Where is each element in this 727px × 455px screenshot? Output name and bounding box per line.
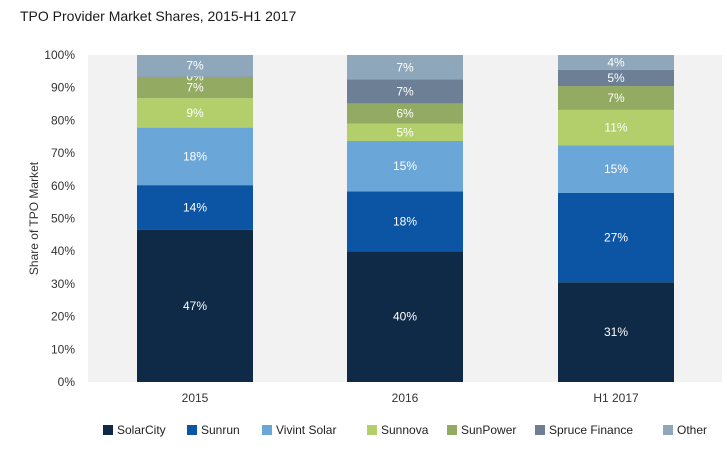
legend-label: Vivint Solar bbox=[276, 423, 336, 437]
bar-segment bbox=[137, 185, 253, 230]
y-tick-label: 100% bbox=[44, 48, 75, 62]
legend-swatch bbox=[367, 425, 377, 435]
bar-segment bbox=[558, 69, 674, 87]
bar-segment bbox=[558, 282, 674, 382]
bar-segment bbox=[347, 191, 463, 252]
legend-label: SunPower bbox=[461, 423, 516, 437]
y-tick-label: 0% bbox=[58, 375, 76, 389]
data-label: 15% bbox=[393, 159, 417, 173]
data-label: 27% bbox=[604, 231, 628, 245]
bar-segment bbox=[558, 145, 674, 193]
data-label: 15% bbox=[604, 162, 628, 176]
bar-segment bbox=[558, 192, 674, 283]
legend-label: Spruce Finance bbox=[549, 423, 633, 437]
legend-label: Other bbox=[677, 423, 707, 437]
x-tick-label: 2015 bbox=[182, 391, 209, 405]
bar-segment bbox=[137, 76, 253, 77]
data-label: 7% bbox=[396, 84, 414, 98]
bar-segment bbox=[347, 79, 463, 104]
bar-segment bbox=[558, 109, 674, 146]
bar-segment bbox=[137, 127, 253, 186]
data-label: 5% bbox=[607, 71, 625, 85]
data-label: 5% bbox=[396, 125, 414, 139]
data-label: 6% bbox=[396, 107, 414, 121]
legend-swatch bbox=[262, 425, 272, 435]
y-tick-label: 70% bbox=[51, 146, 75, 160]
bar-segment bbox=[347, 141, 463, 192]
legend-swatch bbox=[447, 425, 457, 435]
data-label: 9% bbox=[186, 106, 204, 120]
bar-segment bbox=[347, 55, 463, 80]
bar-segment bbox=[558, 55, 674, 70]
y-tick-label: 60% bbox=[51, 179, 75, 193]
data-label: 18% bbox=[183, 149, 207, 163]
data-label: 11% bbox=[604, 121, 627, 135]
data-label: 14% bbox=[183, 201, 207, 215]
data-label: 7% bbox=[607, 91, 625, 105]
bar-segment bbox=[137, 98, 253, 128]
legend-swatch bbox=[187, 425, 197, 435]
data-label: 47% bbox=[183, 299, 207, 313]
y-tick-label: 10% bbox=[51, 342, 75, 356]
x-tick-label: H1 2017 bbox=[593, 391, 639, 405]
bar-segment bbox=[558, 86, 674, 110]
y-tick-label: 30% bbox=[51, 277, 75, 291]
bar-segment bbox=[347, 123, 463, 142]
bar-segment bbox=[137, 76, 253, 99]
legend-label: Sunnova bbox=[381, 423, 429, 437]
y-tick-label: 20% bbox=[51, 310, 75, 324]
data-label: 18% bbox=[393, 214, 417, 228]
bar-segment bbox=[137, 55, 253, 77]
data-label: 40% bbox=[393, 310, 417, 324]
bar-segment bbox=[137, 229, 253, 382]
legend-swatch bbox=[103, 425, 113, 435]
data-label: 7% bbox=[186, 59, 204, 73]
y-tick-label: 80% bbox=[51, 113, 75, 127]
y-tick-label: 50% bbox=[51, 212, 75, 226]
data-label: 7% bbox=[396, 60, 414, 74]
y-tick-label: 90% bbox=[51, 81, 75, 95]
data-label: 4% bbox=[607, 55, 625, 69]
legend-label: Sunrun bbox=[201, 423, 240, 437]
y-axis-title: Share of TPO Market bbox=[27, 161, 41, 275]
bar-segment bbox=[347, 251, 463, 382]
data-label: 31% bbox=[604, 325, 628, 339]
chart-title: TPO Provider Market Shares, 2015-H1 2017 bbox=[20, 8, 297, 24]
legend-label: SolarCity bbox=[117, 423, 166, 437]
x-tick-label: 2016 bbox=[392, 391, 419, 405]
legend-swatch bbox=[663, 425, 673, 435]
data-label: 7% bbox=[186, 81, 204, 95]
y-tick-label: 40% bbox=[51, 244, 75, 258]
legend-swatch bbox=[535, 425, 545, 435]
bar-segment bbox=[347, 103, 463, 124]
